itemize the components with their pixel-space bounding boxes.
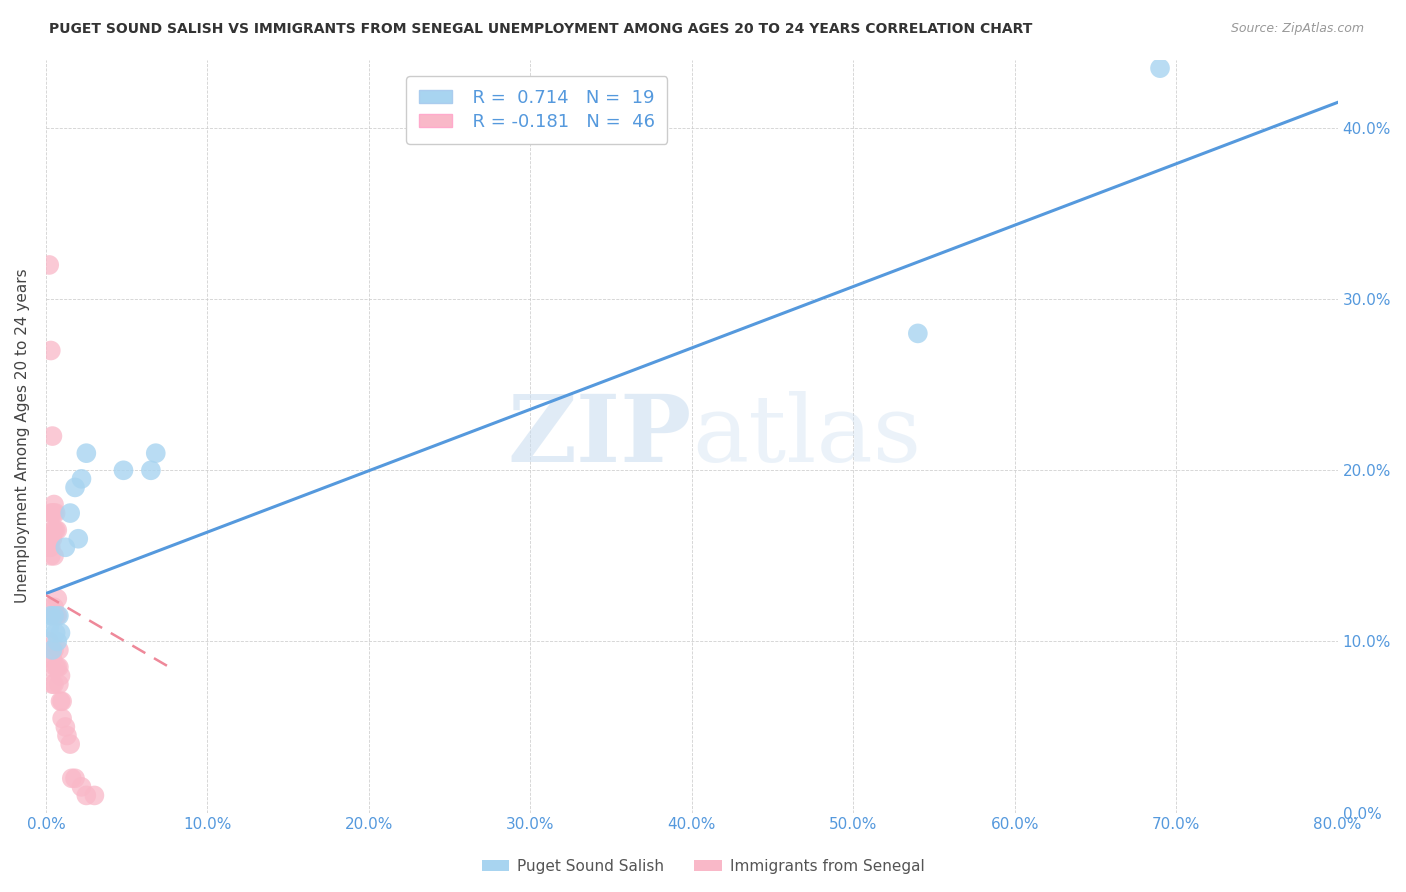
Point xyxy=(48,660,70,674)
Point xyxy=(39,532,62,546)
Point xyxy=(41,643,63,657)
Point xyxy=(49,668,72,682)
Text: ZIP: ZIP xyxy=(508,391,692,481)
Point xyxy=(51,694,73,708)
Point xyxy=(42,600,65,615)
Point xyxy=(39,541,62,555)
Point xyxy=(53,720,76,734)
Point xyxy=(42,523,65,537)
Point xyxy=(70,472,93,486)
Point xyxy=(38,258,60,272)
Point xyxy=(46,634,69,648)
Point xyxy=(41,532,63,546)
Point xyxy=(48,677,70,691)
Point xyxy=(39,600,62,615)
Point xyxy=(45,523,67,537)
Point xyxy=(49,694,72,708)
Text: Source: ZipAtlas.com: Source: ZipAtlas.com xyxy=(1230,22,1364,36)
Point xyxy=(48,643,70,657)
Text: PUGET SOUND SALISH VS IMMIGRANTS FROM SENEGAL UNEMPLOYMENT AMONG AGES 20 TO 24 Y: PUGET SOUND SALISH VS IMMIGRANTS FROM SE… xyxy=(49,22,1032,37)
Point xyxy=(45,660,67,674)
Point xyxy=(49,625,72,640)
Point xyxy=(56,729,79,743)
Point xyxy=(42,498,65,512)
Point xyxy=(63,480,86,494)
Y-axis label: Unemployment Among Ages 20 to 24 years: Unemployment Among Ages 20 to 24 years xyxy=(15,268,30,603)
Point xyxy=(75,789,97,803)
Point xyxy=(42,677,65,691)
Point xyxy=(46,591,69,606)
Point xyxy=(70,780,93,794)
Point xyxy=(45,506,67,520)
Point xyxy=(46,608,69,623)
Point xyxy=(63,772,86,786)
Point xyxy=(112,463,135,477)
Point xyxy=(45,608,67,623)
Point xyxy=(46,523,69,537)
Text: atlas: atlas xyxy=(692,391,921,481)
Point xyxy=(45,625,67,640)
Point xyxy=(38,634,60,648)
Point xyxy=(48,608,70,623)
Point xyxy=(39,506,62,520)
Point xyxy=(41,677,63,691)
Point xyxy=(41,429,63,443)
Point xyxy=(39,549,62,563)
Point xyxy=(41,506,63,520)
Point xyxy=(42,608,65,623)
Point xyxy=(39,608,62,623)
Point xyxy=(41,651,63,665)
Point xyxy=(59,506,82,520)
Point xyxy=(39,343,62,358)
Point xyxy=(60,772,83,786)
Point xyxy=(38,621,60,635)
Point xyxy=(39,660,62,674)
Point xyxy=(42,549,65,563)
Point xyxy=(53,541,76,555)
Point xyxy=(907,326,929,341)
Point xyxy=(46,660,69,674)
Point xyxy=(59,737,82,751)
Legend:   R =  0.714   N =  19,   R = -0.181   N =  46: R = 0.714 N = 19, R = -0.181 N = 46 xyxy=(406,76,668,144)
Point xyxy=(38,541,60,555)
Point xyxy=(1149,61,1171,75)
Point xyxy=(75,446,97,460)
Point xyxy=(83,789,105,803)
Point xyxy=(139,463,162,477)
Point xyxy=(41,523,63,537)
Point xyxy=(51,711,73,725)
Point xyxy=(67,532,90,546)
Legend: Puget Sound Salish, Immigrants from Senegal: Puget Sound Salish, Immigrants from Sene… xyxy=(475,853,931,880)
Point xyxy=(145,446,167,460)
Point xyxy=(42,643,65,657)
Point xyxy=(42,506,65,520)
